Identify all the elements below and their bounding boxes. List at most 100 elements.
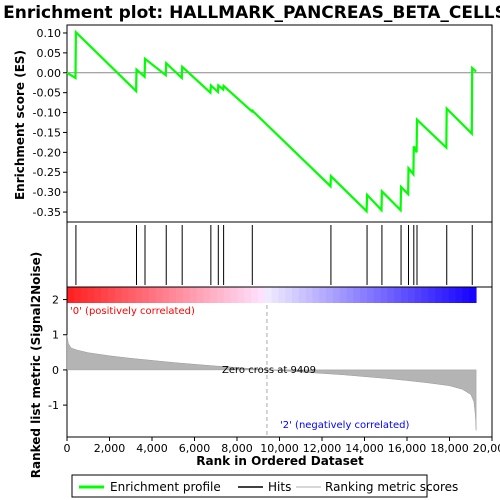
color-bar-band bbox=[182, 287, 191, 303]
enrichment-panel bbox=[66, 24, 493, 223]
x-tick-label: 2,000 bbox=[94, 442, 126, 455]
color-bar-band bbox=[278, 287, 286, 303]
color-bar-band bbox=[237, 287, 245, 303]
color-bar-band bbox=[148, 287, 157, 303]
color-bar-band bbox=[339, 287, 348, 303]
x-tick-label: 10,000 bbox=[260, 442, 299, 455]
metric-y-tick-label: 0 bbox=[52, 364, 59, 377]
zero-cross-label: Zero cross at 9409 bbox=[222, 365, 316, 376]
es-y-tick-label: -0.05 bbox=[33, 87, 61, 100]
color-bar-band bbox=[360, 287, 368, 303]
x-tick-label: 6,000 bbox=[179, 442, 211, 455]
color-bar-band bbox=[435, 287, 443, 303]
color-bar-band bbox=[271, 287, 279, 303]
metric-y-tick-label: 1 bbox=[52, 329, 59, 342]
legend-label-metric: Ranking metric scores bbox=[325, 480, 458, 494]
x-tick-label: 0 bbox=[64, 442, 71, 455]
x-tick-label: 12,000 bbox=[303, 442, 342, 455]
color-bar-band bbox=[107, 287, 116, 303]
ranking-metric-area bbox=[66, 334, 477, 431]
color-bar-band bbox=[257, 287, 266, 303]
color-bar-band bbox=[128, 287, 136, 303]
es-y-axis-label: Enrichment score (ES) bbox=[13, 50, 27, 200]
color-bar-band bbox=[428, 287, 436, 303]
color-bar-band bbox=[251, 287, 259, 303]
color-bar-band bbox=[312, 287, 320, 303]
es-y-axis: 0.10 0.05 0.00 -0.05 -0.10 -0.15 -0.20 -0.25 -0.… bbox=[33, 27, 67, 219]
es-y-tick-label: -0.15 bbox=[33, 126, 61, 139]
es-y-tick-label: -0.20 bbox=[33, 146, 61, 159]
color-bar-band bbox=[141, 287, 150, 303]
metric-y-axis: 2 1 0 -1 bbox=[48, 294, 67, 412]
negative-correlation-label: '2' (negatively correlated) bbox=[280, 420, 409, 431]
color-bar-band bbox=[169, 287, 177, 303]
color-bar-band bbox=[455, 287, 463, 303]
x-tick-label: 16,000 bbox=[388, 442, 427, 455]
color-bar-band bbox=[121, 287, 129, 303]
color-bar-band bbox=[291, 287, 300, 303]
positive-correlation-label: '0' (positively correlated) bbox=[70, 306, 195, 317]
color-bar-band bbox=[332, 287, 341, 303]
color-bar-band bbox=[366, 287, 375, 303]
color-bar-band bbox=[67, 287, 75, 303]
color-bar-band bbox=[196, 287, 204, 303]
es-y-tick-label: 0.10 bbox=[37, 27, 62, 40]
color-bar-band bbox=[94, 287, 102, 303]
x-tick-label: 14,000 bbox=[345, 442, 384, 455]
legend-label-hits: Hits bbox=[268, 480, 291, 494]
legend-label-enrichment: Enrichment profile bbox=[110, 480, 221, 494]
x-axis-label: Rank in Ordered Dataset bbox=[196, 454, 364, 468]
x-tick-label: 20,000 bbox=[473, 442, 500, 455]
color-bar-band bbox=[135, 287, 143, 303]
color-bar-band bbox=[469, 287, 477, 303]
es-y-tick-label: -0.30 bbox=[33, 186, 61, 199]
color-bar-band bbox=[414, 287, 423, 303]
color-bar-band bbox=[80, 287, 88, 303]
color-bar-band bbox=[162, 287, 170, 303]
color-bar-band bbox=[353, 287, 361, 303]
hit-markers bbox=[75, 225, 473, 285]
color-bar-band bbox=[176, 287, 184, 303]
color-bar-band bbox=[407, 287, 416, 303]
x-axis: 0 2,000 4,000 6,000 8,000 10,000 12,000 14,000 1… bbox=[64, 437, 500, 455]
color-bar-band bbox=[223, 287, 232, 303]
color-bar-band bbox=[421, 287, 429, 303]
color-bar-band bbox=[448, 287, 457, 303]
color-bar-band bbox=[441, 287, 450, 303]
color-bar-band bbox=[285, 287, 293, 303]
es-y-tick-label: -0.25 bbox=[33, 166, 61, 179]
color-bar-band bbox=[114, 287, 123, 303]
es-y-tick-label: -0.35 bbox=[33, 206, 61, 219]
color-bar-band bbox=[346, 287, 354, 303]
x-tick-label: 18,000 bbox=[430, 442, 469, 455]
color-bar-band bbox=[462, 287, 470, 303]
es-y-tick-label: 0.05 bbox=[37, 47, 62, 60]
color-bar-band bbox=[387, 287, 395, 303]
color-bar-band bbox=[264, 287, 273, 303]
enrichment-profile-line bbox=[66, 29, 477, 214]
color-bar-band bbox=[394, 287, 402, 303]
color-bar-band bbox=[401, 287, 409, 303]
color-bar-band bbox=[319, 287, 327, 303]
color-bar-band bbox=[216, 287, 225, 303]
es-y-tick-label: 0.00 bbox=[37, 67, 62, 80]
x-tick-label: 4,000 bbox=[136, 442, 168, 455]
ranking-color-bar bbox=[67, 287, 477, 303]
chart-title: Enrichment plot: HALLMARK_PANCREAS_BETA_… bbox=[3, 3, 500, 23]
es-y-tick-label: -0.10 bbox=[33, 107, 61, 120]
color-bar-band bbox=[101, 287, 109, 303]
color-bar-band bbox=[203, 287, 211, 303]
color-bar-band bbox=[155, 287, 163, 303]
color-bar-band bbox=[73, 287, 82, 303]
color-bar-band bbox=[189, 287, 198, 303]
color-bar-band bbox=[373, 287, 382, 303]
hits-panel bbox=[66, 221, 493, 288]
color-bar-band bbox=[305, 287, 313, 303]
metric-y-axis-label: Ranked list metric (Signal2Noise) bbox=[29, 252, 43, 479]
color-bar-band bbox=[298, 287, 307, 303]
x-tick-label: 8,000 bbox=[221, 442, 253, 455]
color-bar-band bbox=[230, 287, 238, 303]
metric-y-tick-label: -1 bbox=[48, 399, 59, 412]
color-bar-band bbox=[326, 287, 334, 303]
